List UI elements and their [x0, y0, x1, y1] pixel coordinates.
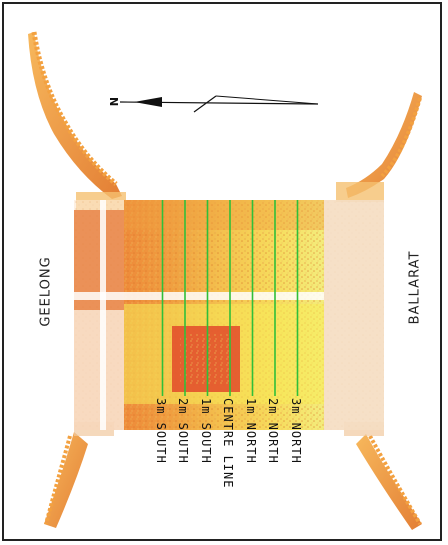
offset-line-label: 2m SOUTH	[176, 398, 190, 464]
offset-line-label: 3m NORTH	[288, 398, 303, 464]
offset-line-label: 1m SOUTH	[198, 398, 213, 464]
abutment-ne	[336, 182, 384, 202]
north-arrow-letter: N	[107, 97, 120, 106]
offset-line-label: 1m NORTH	[243, 398, 258, 464]
offset-line-label: 2m NORTH	[266, 398, 280, 464]
label-ballarat: BALLARAT	[407, 250, 423, 325]
north-arrow	[119, 95, 319, 113]
label-geelong: GEELONG	[38, 256, 54, 327]
offset-line-label: 3m SOUTH	[153, 398, 168, 464]
offset-line-label: CENTRE LINE	[221, 398, 235, 489]
offset-lines	[161, 200, 299, 396]
bridge-deck	[74, 200, 384, 430]
diagram-frame: N GEELONG BALLARAT 3m SOUTH 2m SOUTH 1m SO…	[2, 2, 442, 541]
point-cloud-plan: N	[28, 31, 422, 530]
